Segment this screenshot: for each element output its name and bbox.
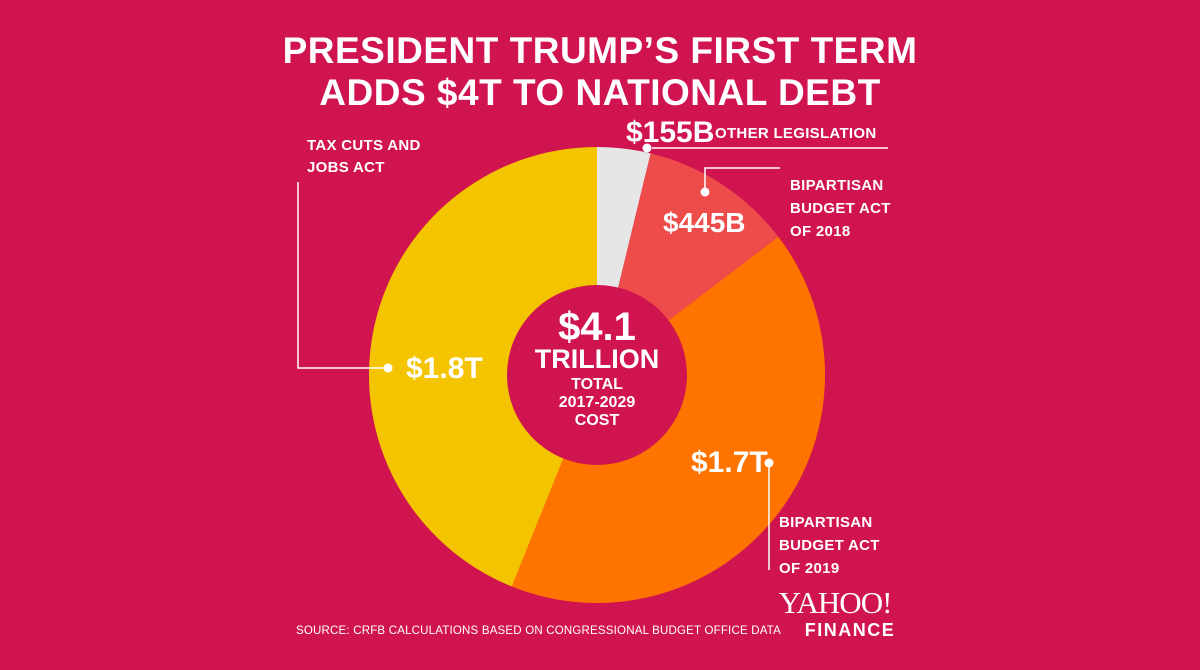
center-total-caption-3: COST bbox=[575, 412, 620, 429]
center-total-caption-1: TOTAL bbox=[571, 376, 623, 393]
center-total-caption-2: 2017-2029 bbox=[559, 394, 636, 411]
category-label-bba2019-line1: BIPARTISAN bbox=[779, 514, 873, 531]
data-label-tcja-value: $1.8T bbox=[406, 352, 483, 385]
leader-line-tcja bbox=[297, 182, 385, 369]
leader-dot-bba2019 bbox=[764, 458, 774, 468]
leader-dot-bba2018 bbox=[700, 187, 710, 197]
source-note: SOURCE: CRFB CALCULATIONS BASED ON CONGR… bbox=[296, 625, 781, 637]
data-label-bba2018-value: $445B bbox=[663, 207, 746, 238]
center-total-value: $4.1 bbox=[558, 305, 636, 349]
category-label-bba2018-line2: BUDGET ACT bbox=[790, 200, 891, 217]
data-label-bba2019-value: $1.7T bbox=[691, 446, 768, 479]
pie-slice-tax-cuts-and-jobs-act bbox=[368, 147, 597, 587]
category-label-bba2019-line3: OF 2019 bbox=[779, 560, 839, 577]
leader-dot-tcja bbox=[383, 363, 393, 373]
data-label-other-value: $155B bbox=[626, 116, 714, 149]
category-label-tcja-line2: JOBS ACT bbox=[307, 159, 385, 176]
leader-line-bba2018 bbox=[704, 167, 780, 192]
chart-title-line-2: ADDS $4T TO NATIONAL DEBT bbox=[319, 72, 881, 113]
category-label-tcja-line1: TAX CUTS AND bbox=[307, 137, 421, 154]
category-label-bba2018-line3: OF 2018 bbox=[790, 223, 850, 240]
yahoo-finance-logo: YAHOO! FINANCE bbox=[760, 585, 910, 641]
logo-wordmark: YAHOO! bbox=[778, 585, 893, 620]
category-label-bba2018-line1: BIPARTISAN bbox=[790, 177, 884, 194]
category-label-other: OTHER LEGISLATION bbox=[715, 125, 877, 142]
category-label-bba2019-line2: BUDGET ACT bbox=[779, 537, 880, 554]
chart-title-line-1: PRESIDENT TRUMP’S FIRST TERM bbox=[282, 30, 918, 71]
leader-dot-other bbox=[642, 143, 652, 153]
logo-subtitle: FINANCE bbox=[804, 620, 896, 640]
center-total-unit: TRILLION bbox=[535, 344, 659, 374]
donut-center-hole bbox=[507, 285, 687, 465]
